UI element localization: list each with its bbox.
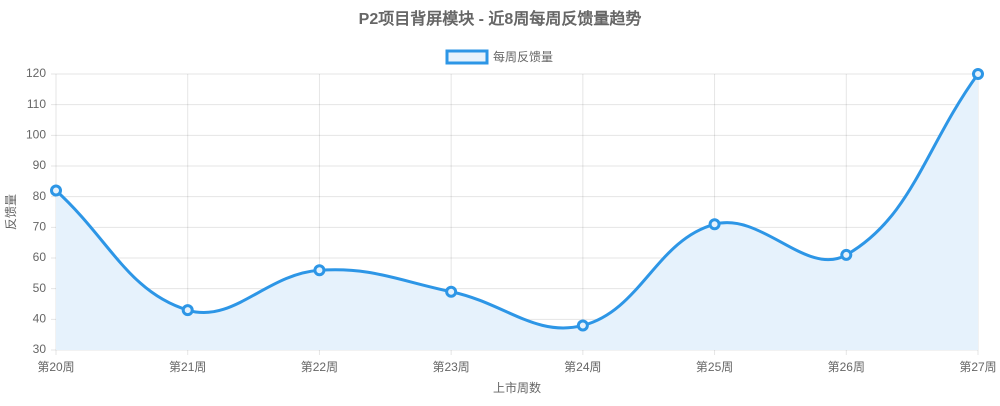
y-tick-label: 120 <box>26 66 46 80</box>
x-tick-label: 第23周 <box>432 360 469 374</box>
point <box>445 285 458 298</box>
point <box>313 264 326 277</box>
x-axis-title: 上市周数 <box>493 380 541 395</box>
x-tick-label: 第27周 <box>959 360 996 374</box>
point <box>50 184 62 197</box>
y-axis-title: 反馈量 <box>4 194 18 230</box>
chart-title: P2项目背屏模块 - 近8周每周反馈量趋势 <box>359 9 642 28</box>
y-tick-label: 80 <box>33 189 47 203</box>
point <box>840 248 853 261</box>
y-tick-label: 90 <box>33 158 47 172</box>
x-tick-label: 第24周 <box>564 360 601 374</box>
x-tick-label: 第22周 <box>301 360 338 374</box>
y-tick-label: 70 <box>33 220 47 234</box>
legend-label: 每周反馈量 <box>493 49 553 64</box>
area <box>56 74 978 350</box>
x-tick-label: 第20周 <box>37 360 74 374</box>
y-tick-label: 40 <box>33 312 47 326</box>
legend-swatch <box>445 49 489 65</box>
point <box>181 304 194 317</box>
y-tick-label: 110 <box>27 97 46 111</box>
point <box>708 218 721 231</box>
x-tick-label: 第25周 <box>696 360 733 374</box>
x-tick-label: 第26周 <box>828 360 865 374</box>
y-tick-label: 60 <box>33 250 47 264</box>
y-tick-label: 30 <box>33 342 47 356</box>
y-tick-label: 100 <box>26 128 46 142</box>
y-tick-label: 50 <box>33 281 47 295</box>
point <box>972 68 984 80</box>
point <box>576 319 589 332</box>
x-tick-label: 第21周 <box>169 360 206 374</box>
